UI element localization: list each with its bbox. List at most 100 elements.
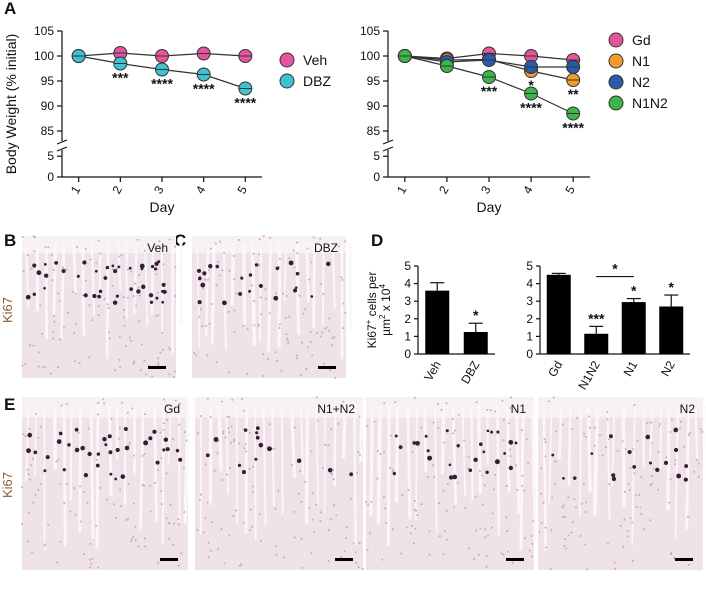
x-tick-label: N1N2 — [575, 358, 603, 392]
nucleus — [174, 266, 177, 269]
nucleus — [165, 517, 168, 520]
nucleus — [687, 563, 690, 566]
nucleus — [540, 492, 543, 495]
label-part: µm — [379, 319, 393, 336]
x-tick-label: 5 — [234, 183, 250, 196]
nucleus — [95, 458, 98, 461]
stained-cell — [486, 429, 490, 433]
stained-cell — [473, 457, 478, 463]
gland-pit — [353, 405, 357, 546]
nucleus — [481, 474, 484, 477]
nucleus — [208, 322, 211, 325]
nucleus — [523, 489, 526, 492]
nucleus — [266, 358, 269, 361]
nucleus — [286, 337, 289, 340]
nucleus — [413, 508, 416, 511]
nucleus — [507, 422, 510, 425]
nucleus — [44, 366, 47, 369]
stained-cell — [102, 436, 107, 442]
nucleus — [27, 540, 30, 543]
nucleus — [248, 431, 251, 434]
nucleus — [626, 529, 629, 532]
nucleus — [95, 261, 98, 264]
nucleus — [233, 440, 236, 443]
x-tick-label: 5 — [562, 183, 578, 196]
stained-cell — [424, 434, 428, 438]
stained-cell — [293, 288, 298, 293]
nucleus — [134, 539, 137, 542]
stained-cell — [267, 446, 272, 452]
nucleus — [73, 360, 76, 363]
nucleus — [491, 512, 494, 515]
nucleus — [168, 537, 171, 540]
nucleus — [673, 556, 676, 559]
nucleus — [484, 536, 487, 539]
nucleus — [629, 467, 632, 470]
nucleus — [33, 250, 36, 253]
nucleus — [110, 417, 113, 420]
gland-pit — [649, 405, 654, 462]
nucleus — [383, 496, 386, 499]
x-tick-label: 3 — [478, 183, 494, 196]
gland-pit — [542, 405, 547, 551]
stained-cell — [673, 427, 679, 433]
gland-pit — [321, 243, 325, 325]
nucleus — [304, 480, 307, 483]
nucleus — [357, 566, 360, 569]
y-tick-label: 5 — [373, 149, 380, 163]
y-tick-label: 90 — [41, 99, 55, 113]
stained-cell — [508, 439, 514, 445]
gland-pit — [244, 405, 249, 534]
nucleus — [21, 486, 24, 489]
nucleus — [200, 308, 203, 311]
nucleus — [428, 530, 431, 533]
stained-cell — [76, 274, 80, 278]
stained-cell — [95, 463, 100, 468]
nucleus — [626, 535, 629, 538]
nucleus — [669, 430, 672, 433]
nucleus — [217, 547, 220, 550]
gland-pit — [241, 243, 247, 325]
gland-pit — [506, 405, 511, 493]
y-tick-label: 3 — [404, 294, 411, 308]
nucleus — [376, 477, 379, 480]
significance: *** — [588, 310, 605, 326]
stained-cell — [392, 471, 397, 476]
scale-bar — [506, 558, 524, 561]
nucleus — [32, 501, 35, 504]
nucleus — [451, 418, 454, 421]
nucleus — [235, 509, 238, 512]
nucleus — [159, 431, 162, 434]
gland-pit — [217, 405, 223, 472]
nucleus — [34, 236, 37, 239]
nucleus — [134, 526, 137, 529]
image-label: DBZ — [314, 241, 338, 255]
stained-cell — [32, 263, 37, 268]
nucleus — [143, 537, 146, 540]
nucleus — [111, 284, 114, 287]
nucleus — [39, 482, 42, 485]
nucleus — [550, 529, 553, 532]
nucleus — [158, 240, 161, 243]
nucleus — [228, 415, 231, 418]
nucleus — [206, 501, 209, 504]
nucleus — [127, 483, 130, 486]
x-tick-label: Gd — [545, 359, 565, 380]
nucleus — [243, 521, 246, 524]
stained-cell — [208, 263, 213, 269]
nucleus — [636, 440, 639, 443]
nucleus — [228, 466, 231, 469]
nucleus — [107, 306, 110, 309]
nucleus — [196, 529, 199, 532]
y-tick-label: 5 — [47, 149, 54, 163]
nucleus — [27, 473, 30, 476]
nucleus — [280, 370, 283, 373]
nucleus — [123, 309, 126, 312]
nucleus — [485, 565, 488, 568]
nucleus — [561, 506, 564, 509]
nucleus — [63, 502, 66, 505]
stained-cell — [295, 271, 300, 276]
nucleus — [157, 314, 160, 317]
nucleus — [245, 450, 248, 453]
stained-cell — [273, 295, 279, 301]
